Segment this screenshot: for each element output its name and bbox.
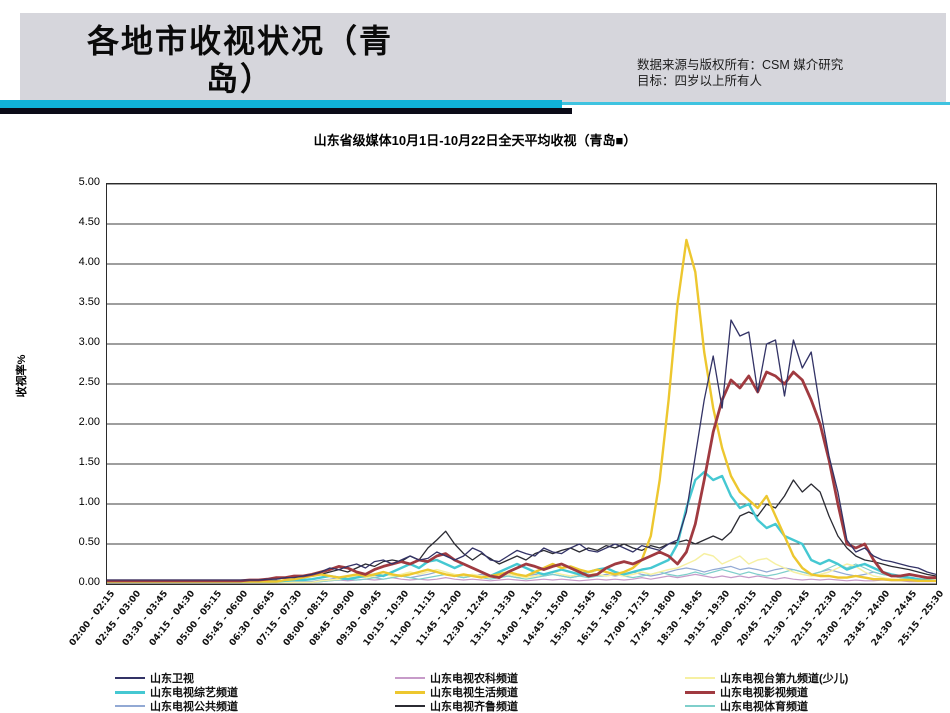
chart-canvas [107,184,936,584]
legend-label: 山东电视生活频道 [430,687,518,699]
y-tick-label: 0.50 [78,536,100,548]
slide-title-line2: 岛） [205,60,274,98]
legend-item-6: 山东电视台第九频道(少儿) [685,671,848,685]
legend-label: 山东电视农科频道 [430,673,518,685]
legend-item-1: 山东电视综艺频道 [115,685,238,699]
header-band [20,13,946,103]
legend-label: 山东电视公共频道 [150,701,238,713]
legend-item-3: 山东电视农科频道 [395,671,518,685]
legend-marker-icon [685,677,715,679]
divider-bar-dark [0,108,572,114]
series-line-0 [107,319,936,581]
legend-label: 山东电视台第九频道(少儿) [720,673,849,685]
series-line-4 [107,238,936,583]
legend-marker-icon [395,690,425,694]
y-tick-label: 3.50 [78,296,100,308]
legend-marker-icon [395,705,425,707]
legend-label: 山东电视体育频道 [720,701,808,713]
source-line1: 数据来源与版权所有：CSM 媒介研究 [637,58,844,72]
legend-label: 山东电视影视频道 [720,687,808,699]
legend-item-2: 山东电视公共频道 [115,699,238,713]
y-tick-label: 1.00 [78,496,100,508]
legend-label: 山东电视综艺频道 [150,687,238,699]
series-line-7 [107,370,936,583]
y-axis-title: 收视率% [16,354,28,398]
y-tick-label: 2.00 [78,416,100,428]
legend-marker-icon [115,677,145,679]
y-tick-label: 4.50 [78,216,100,228]
y-tick-label: 3.00 [78,336,100,348]
slide-title-line1: 各地市收视状况（青 [86,22,393,60]
legend-marker-icon [395,677,425,679]
legend-marker-icon [115,690,145,694]
y-tick-label: 0.00 [78,576,100,588]
legend-label: 山东电视齐鲁频道 [430,701,518,713]
y-tick-label: 1.50 [78,456,100,468]
plot-area [106,183,937,585]
chart-title: 山东省级媒体10月1日-10月22日全天平均收视（青岛■） [313,133,637,148]
y-tick-label: 2.50 [78,376,100,388]
legend-label: 山东卫视 [150,673,194,685]
legend-marker-icon [685,690,715,694]
divider-bar-cyan [0,100,562,109]
legend-item-7: 山东电视影视频道 [685,685,808,699]
legend-item-8: 山东电视体育频道 [685,699,808,713]
legend-item-5: 山东电视齐鲁频道 [395,699,518,713]
legend-marker-icon [685,705,715,707]
slide-title: 各地市收视状况（青 岛） [50,22,430,98]
divider-line-thin [559,102,950,105]
y-tick-label: 4.00 [78,256,100,268]
x-tick-label: 02:00 - 02:15 [67,589,117,649]
source-note: 数据来源与版权所有：CSM 媒介研究 目标：四岁以上所有人 [637,57,937,89]
source-line2: 目标：四岁以上所有人 [637,74,763,88]
legend-item-4: 山东电视生活频道 [395,685,518,699]
legend-item-0: 山东卫视 [115,671,194,685]
legend-marker-icon [115,705,145,707]
y-tick-label: 5.00 [78,176,100,188]
